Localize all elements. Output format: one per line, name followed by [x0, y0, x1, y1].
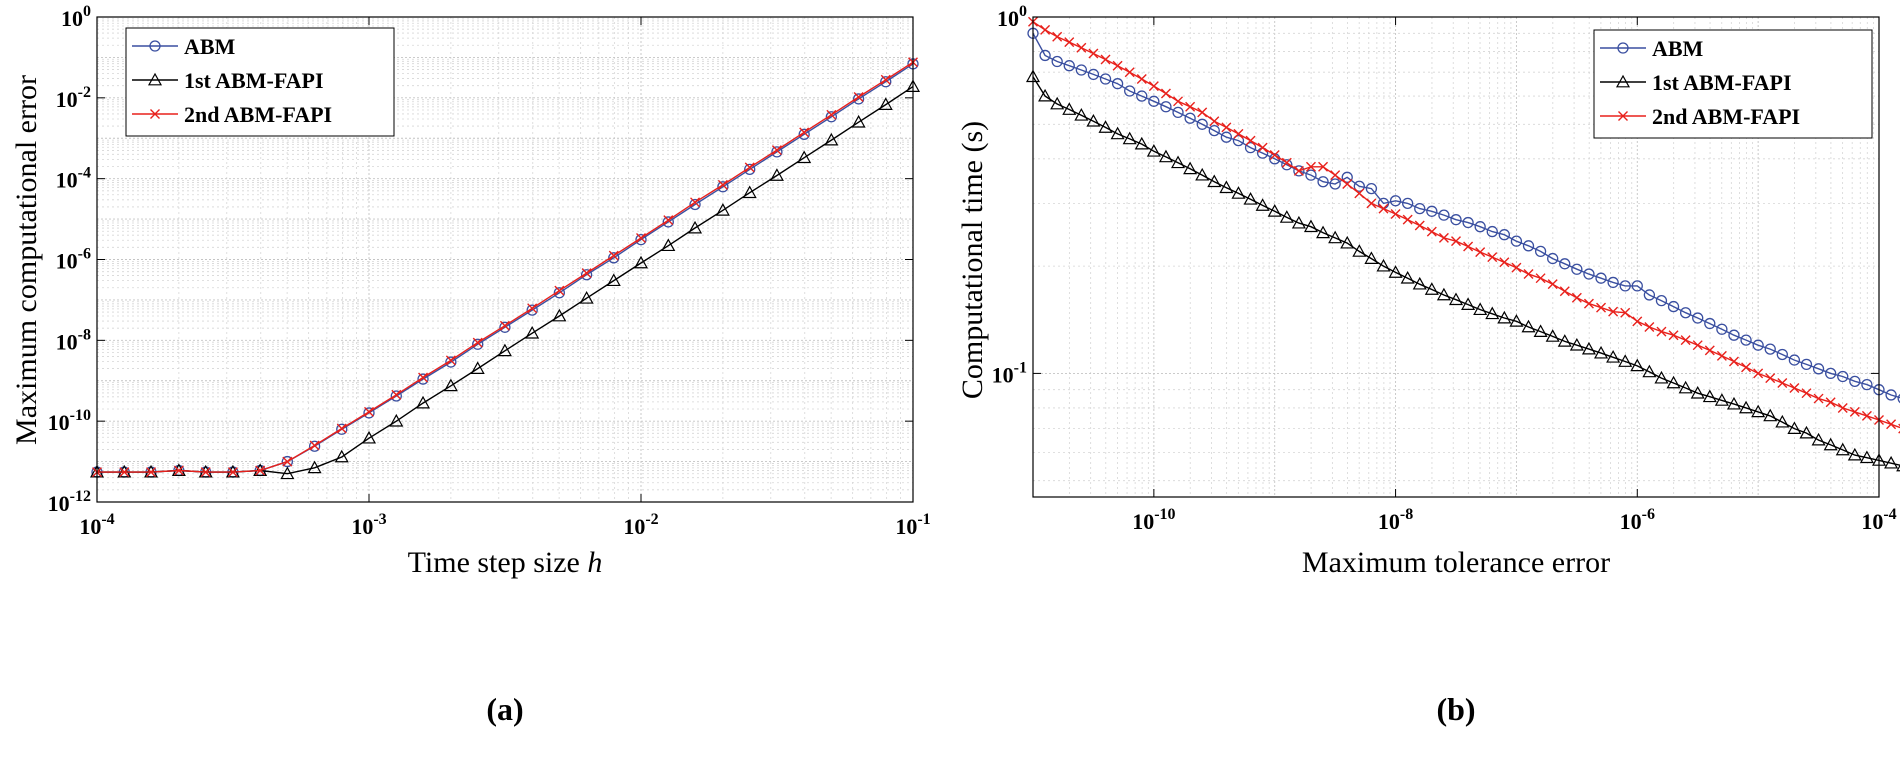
- panel-b-caption: (b): [1436, 691, 1475, 727]
- y-tick-label: 10-10: [48, 407, 91, 435]
- data-point: [1198, 108, 1207, 117]
- panel-a-y-axis-label: Maximum computational error: [10, 75, 43, 445]
- legend-label: 1st ABM-FAPI: [184, 68, 324, 93]
- data-point: [1657, 327, 1666, 336]
- y-tick-label: 10-4: [56, 165, 91, 193]
- panel-b-legend: ABM 1st ABM-FAPI 2nd ABM-FAPI: [1594, 30, 1872, 138]
- data-point: [1403, 215, 1412, 224]
- y-tick-label: 10-2: [56, 84, 91, 112]
- panel-b-x-axis-label: Maximum tolerance error: [1302, 546, 1610, 579]
- data-point: [1742, 363, 1751, 372]
- data-point: [1161, 89, 1170, 98]
- x-tick-label: 10-1: [895, 511, 930, 539]
- y-tick-label: 10-6: [56, 246, 91, 274]
- data-point: [1065, 38, 1074, 47]
- data-point: [1597, 303, 1606, 312]
- data-point: [1452, 237, 1461, 246]
- data-point: [1246, 136, 1255, 145]
- y-tick-label: 10-12: [48, 488, 91, 516]
- data-point: [1125, 68, 1134, 77]
- data-point: [1766, 374, 1775, 383]
- y-tick-label: 10-8: [56, 326, 91, 354]
- series-line: [97, 87, 913, 474]
- y-tick-label: 100: [61, 3, 91, 31]
- legend-label: 2nd ABM-FAPI: [1652, 104, 1800, 129]
- panel-a-legend: ABM 1st ABM-FAPI 2nd ABM-FAPI: [126, 28, 394, 136]
- x-tick-label: 10-6: [1620, 506, 1655, 534]
- x-tick-label: 10-4: [1861, 506, 1896, 534]
- data-point: [1488, 253, 1497, 262]
- panel-a: 10-4 10-3 10-2 10-1 10-12 10-10 10-8 10-6 10-4 10…: [10, 3, 931, 727]
- panel-b-y-axis-label: Computational time (s): [956, 121, 989, 399]
- y-tick-label: 10-1: [992, 359, 1027, 387]
- data-point: [1681, 336, 1690, 345]
- x-tick-label: 10-3: [351, 511, 386, 539]
- data-point: [1536, 274, 1545, 283]
- data-point: [1802, 389, 1811, 398]
- data-point: [1729, 357, 1738, 366]
- data-point: [1222, 123, 1231, 132]
- data-point: [1500, 258, 1509, 267]
- data-point: [337, 424, 346, 433]
- data-point: [1258, 143, 1267, 152]
- data-point: [1439, 233, 1448, 242]
- y-tick-label: 100: [997, 3, 1027, 31]
- legend-label: 2nd ABM-FAPI: [184, 102, 332, 127]
- panel-a-x-axis-label: Time step size h: [408, 546, 603, 579]
- data-point: [1693, 341, 1702, 350]
- x-tick-label: 10-10: [1132, 506, 1175, 534]
- data-point: [1077, 43, 1086, 52]
- data-point: [1294, 166, 1303, 175]
- data-point: [1778, 378, 1787, 387]
- data-point: [310, 441, 319, 450]
- x-tick-label: 10-8: [1378, 506, 1413, 534]
- data-point: [1645, 322, 1654, 331]
- data-point: [1584, 299, 1593, 308]
- data-point: [1331, 171, 1340, 180]
- data-point: [1560, 287, 1569, 296]
- data-point: [1887, 420, 1896, 429]
- data-point: [1790, 384, 1799, 393]
- x-tick-label: 10-4: [79, 511, 114, 539]
- x-tick-label: 10-2: [623, 511, 658, 539]
- panel-b: 10-10 10-8 10-6 10-4 10-1 100 Maximum toleran…: [956, 3, 1900, 727]
- legend-label: 1st ABM-FAPI: [1652, 70, 1792, 95]
- data-point: [1355, 189, 1364, 198]
- data-point: [1379, 204, 1388, 213]
- data-point: [1053, 32, 1062, 41]
- data-point: [1850, 407, 1859, 416]
- data-point: [1415, 221, 1424, 230]
- data-point: [1041, 25, 1050, 34]
- legend-label: ABM: [184, 34, 236, 59]
- panel-a-caption: (a): [486, 691, 523, 727]
- series-line: [1033, 77, 1900, 497]
- data-point: [1826, 398, 1835, 407]
- data-point: [1174, 97, 1183, 106]
- legend-label: ABM: [1652, 36, 1704, 61]
- data-point: [1524, 270, 1533, 279]
